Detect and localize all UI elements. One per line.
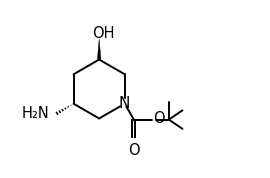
Text: N: N	[119, 96, 130, 111]
Text: H₂N: H₂N	[21, 106, 49, 121]
Text: O: O	[153, 111, 165, 125]
Text: OH: OH	[92, 26, 114, 41]
Polygon shape	[97, 39, 101, 59]
Text: O: O	[128, 143, 140, 158]
